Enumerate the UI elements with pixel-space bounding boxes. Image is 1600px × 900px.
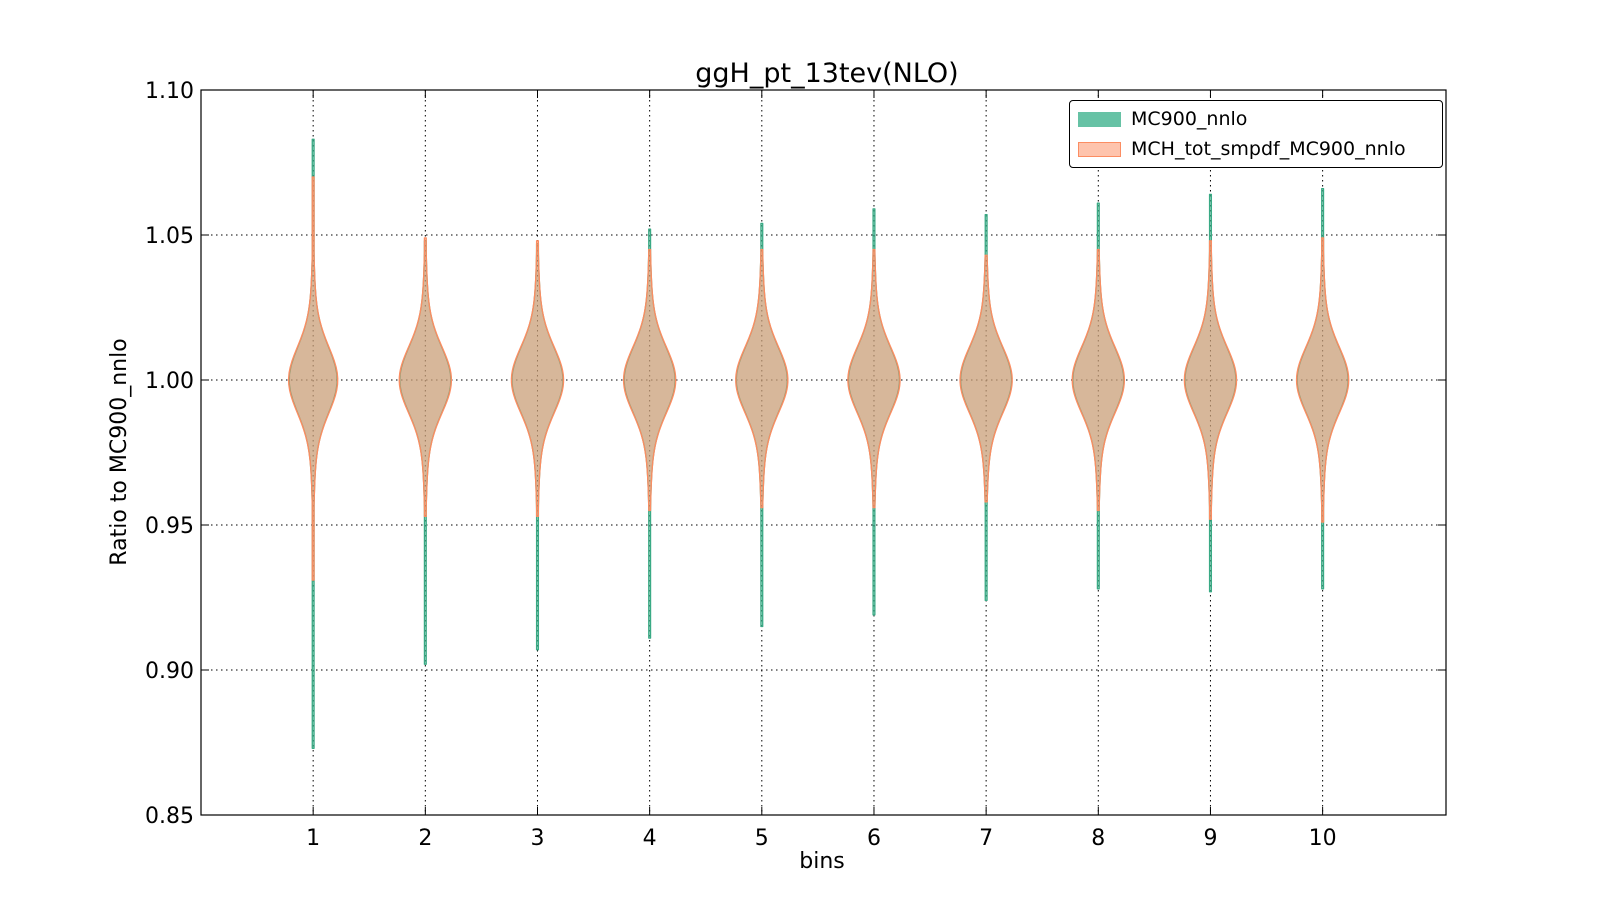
- x-tick-label: 6: [867, 826, 881, 851]
- plot-frame: [200, 89, 1447, 816]
- legend-label-mch: MCH_tot_smpdf_MC900_nnlo: [1131, 138, 1406, 160]
- legend-label-mc900: MC900_nnlo: [1131, 108, 1248, 130]
- x-tick-label: 1: [306, 826, 320, 851]
- violin-mch-bin-9: [1183, 240, 1238, 520]
- x-tick-label: 7: [979, 826, 993, 851]
- legend-swatch-mch: [1078, 142, 1121, 157]
- legend-item-mch: MCH_tot_smpdf_MC900_nnlo: [1070, 135, 1442, 165]
- violin-mch-bin-6: [847, 248, 901, 509]
- chart-title: ggH_pt_13tev(NLO): [695, 58, 958, 89]
- violin-mch-bin-10: [1295, 237, 1350, 523]
- violin-mch-bin-2: [398, 237, 453, 517]
- x-tick-label: 3: [530, 826, 544, 851]
- violin-mch-bin-4: [622, 248, 677, 512]
- x-axis-label: bins: [799, 849, 844, 874]
- violin-mch-bin-1: [287, 176, 339, 581]
- x-tick-label: 8: [1091, 826, 1105, 851]
- legend-item-mc900: MC900_nnlo: [1070, 105, 1442, 135]
- x-tick-label: 2: [418, 826, 432, 851]
- plot-background: [201, 90, 1446, 815]
- y-tick-label: 1.10: [145, 79, 194, 104]
- x-tick-label: 5: [755, 826, 769, 851]
- violin-series-mch: [287, 176, 1350, 581]
- y-tick-label: 1.00: [145, 369, 194, 394]
- y-tick-label: 1.05: [145, 224, 194, 249]
- violin-mch-bin-5: [735, 248, 789, 509]
- y-axis-label: Ratio to MC900_nnlo: [107, 338, 132, 565]
- y-tick-label: 0.85: [145, 804, 194, 829]
- x-tick-label: 4: [643, 826, 657, 851]
- violin-mch-bin-8: [1071, 248, 1126, 512]
- y-tick-label: 0.90: [145, 659, 194, 684]
- y-tick-label: 0.95: [145, 514, 194, 539]
- violin-mch-bin-3: [510, 240, 565, 517]
- legend-swatch-mc900: [1078, 112, 1121, 127]
- violins: [287, 138, 1350, 749]
- axis-ticks: 0.85 0.90 0.95 1.00 1.05 1.10 1 2 3 4 5 6 7 8 9 10: [145, 79, 1446, 851]
- legend: MC900_nnlo MCH_tot_smpdf_MC900_nnlo: [1069, 100, 1443, 168]
- x-tick-label: 9: [1203, 826, 1217, 851]
- violin-mch-bin-7: [959, 254, 1013, 503]
- plot-area: 0.85 0.90 0.95 1.00 1.05 1.10 1 2 3 4 5 6 7 8 9 10: [145, 79, 1447, 851]
- x-tick-label: 10: [1309, 826, 1337, 851]
